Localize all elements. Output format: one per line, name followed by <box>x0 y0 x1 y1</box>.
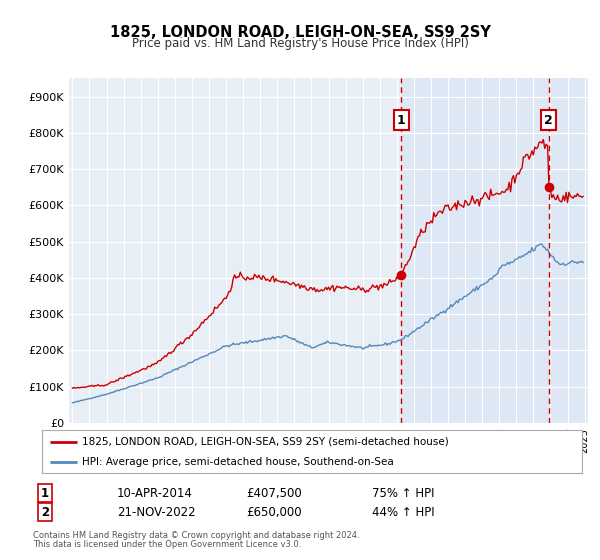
Bar <box>401 78 588 423</box>
Text: 75% ↑ HPI: 75% ↑ HPI <box>372 487 434 500</box>
Text: HPI: Average price, semi-detached house, Southend-on-Sea: HPI: Average price, semi-detached house,… <box>83 458 394 467</box>
Text: This data is licensed under the Open Government Licence v3.0.: This data is licensed under the Open Gov… <box>33 540 301 549</box>
Text: 21-NOV-2022: 21-NOV-2022 <box>117 506 196 519</box>
Text: 2: 2 <box>544 114 553 127</box>
Text: 2: 2 <box>41 506 49 519</box>
Bar <box>548 78 588 423</box>
Text: 1825, LONDON ROAD, LEIGH-ON-SEA, SS9 2SY (semi-detached house): 1825, LONDON ROAD, LEIGH-ON-SEA, SS9 2SY… <box>83 437 449 447</box>
Text: 1825, LONDON ROAD, LEIGH-ON-SEA, SS9 2SY: 1825, LONDON ROAD, LEIGH-ON-SEA, SS9 2SY <box>110 25 490 40</box>
Text: 1: 1 <box>397 114 406 127</box>
Text: 10-APR-2014: 10-APR-2014 <box>117 487 193 500</box>
Text: £650,000: £650,000 <box>246 506 302 519</box>
Text: Price paid vs. HM Land Registry's House Price Index (HPI): Price paid vs. HM Land Registry's House … <box>131 37 469 50</box>
Text: 1: 1 <box>41 487 49 500</box>
Text: Contains HM Land Registry data © Crown copyright and database right 2024.: Contains HM Land Registry data © Crown c… <box>33 531 359 540</box>
Text: £407,500: £407,500 <box>246 487 302 500</box>
Text: 44% ↑ HPI: 44% ↑ HPI <box>372 506 434 519</box>
